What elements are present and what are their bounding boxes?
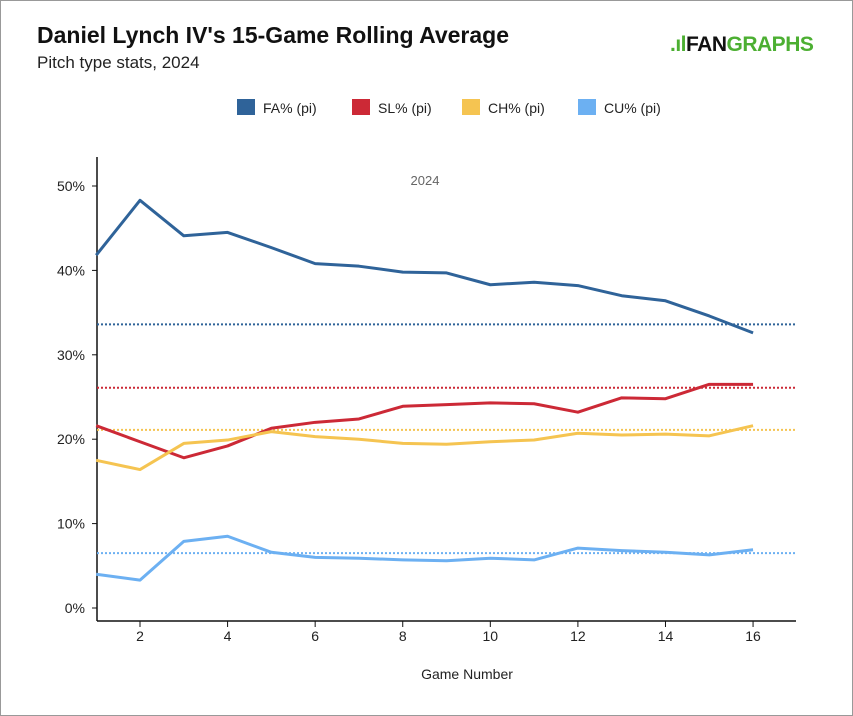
x-tick-label: 6 — [311, 628, 319, 644]
legend-swatch — [578, 99, 596, 115]
fangraphs-logo: .ılFANGRAPHS — [670, 33, 814, 57]
season-annotation: 2024 — [411, 173, 440, 188]
y-tick-label: 10% — [57, 516, 85, 532]
y-tick-label: 30% — [57, 347, 85, 363]
logo-graphs: GRAPHS — [726, 33, 814, 56]
x-tick-label: 4 — [224, 628, 232, 644]
x-tick-label: 2 — [136, 628, 144, 644]
series-line-cu — [96, 534, 754, 582]
series-line-sl — [95, 382, 754, 460]
series-line-fa — [95, 198, 754, 335]
series-line-ch — [95, 424, 754, 472]
legend-label: SL% (pi) — [378, 100, 432, 116]
legend-label: FA% (pi) — [263, 100, 317, 116]
x-tick-label: 10 — [483, 628, 499, 644]
legend-swatch — [237, 99, 255, 115]
batter-logo-icon: .ıl — [670, 33, 687, 56]
legend-swatch — [352, 99, 370, 115]
y-tick-label: 0% — [65, 600, 85, 616]
chart-title: Daniel Lynch IV's 15-Game Rolling Averag… — [37, 22, 510, 48]
logo-fan: FAN — [686, 33, 727, 56]
x-tick-label: 8 — [399, 628, 407, 644]
legend-label: CU% (pi) — [604, 100, 661, 116]
legend-swatch — [462, 99, 480, 115]
y-tick-label: 50% — [57, 178, 85, 194]
x-axis-label: Game Number — [421, 666, 513, 682]
chart-subtitle: Pitch type stats, 2024 — [37, 53, 200, 72]
x-tick-label: 12 — [570, 628, 586, 644]
x-tick-label: 16 — [745, 628, 761, 644]
x-tick-label: 14 — [658, 628, 674, 644]
legend-label: CH% (pi) — [488, 100, 545, 116]
y-tick-label: 20% — [57, 431, 85, 447]
y-tick-label: 40% — [57, 262, 85, 278]
